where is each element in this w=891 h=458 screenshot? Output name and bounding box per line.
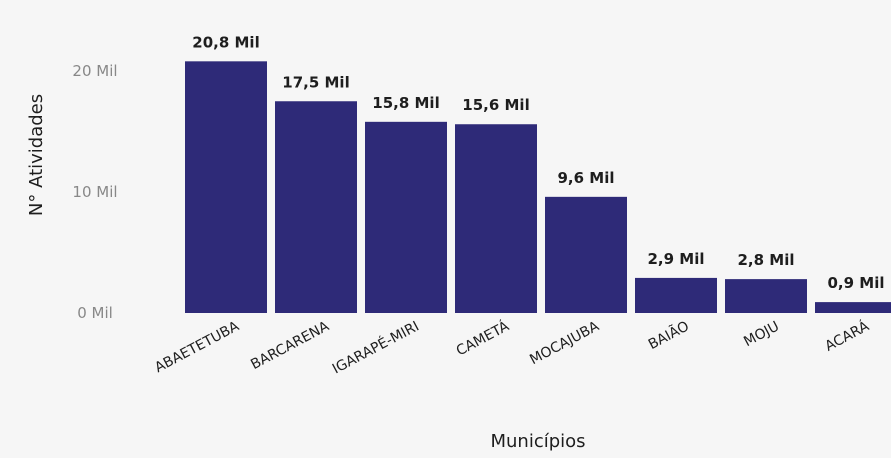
bar[interactable] [185, 61, 267, 313]
bar[interactable] [815, 302, 891, 313]
bar[interactable] [275, 101, 357, 313]
bar[interactable] [635, 277, 717, 313]
data-label: 2,8 Mil [737, 251, 794, 269]
x-axis-title: Municípios [490, 431, 585, 452]
x-tick-label: CAMETÁ [453, 317, 512, 359]
x-tick-label: IGARAPÉ-MIRI [329, 318, 421, 378]
y-axis-title: N° Atividades [26, 94, 47, 216]
x-tick-label: ACARÁ [822, 317, 872, 354]
x-tick-label: BAIÃO [645, 318, 692, 354]
data-labels: 20,8 Mil 17,5 Mil 15,8 Mil 15,6 Mil 9,6 Mil 2… [192, 33, 884, 292]
bar[interactable] [545, 196, 627, 313]
x-tick-label: MOCAJUBA [527, 318, 602, 368]
data-label: 2,9 Mil [647, 250, 704, 268]
y-tick-label: 10 Mil [72, 183, 117, 201]
data-label: 15,6 Mil [462, 96, 529, 114]
y-tick-label: 0 Mil [77, 304, 113, 322]
data-label: 15,8 Mil [372, 94, 439, 112]
data-label: 17,5 Mil [282, 73, 349, 91]
data-label: 9,6 Mil [557, 169, 614, 187]
x-tick-label: MOJU [741, 318, 782, 350]
y-axis: 0 Mil 10 Mil 20 Mil [72, 62, 117, 322]
x-tick-label: BARCARENA [248, 318, 332, 373]
bar[interactable] [725, 279, 807, 313]
data-label: 20,8 Mil [192, 33, 259, 51]
bar[interactable] [455, 124, 537, 314]
y-tick-label: 20 Mil [72, 62, 117, 80]
data-label: 0,9 Mil [827, 274, 884, 292]
bar[interactable] [365, 121, 447, 313]
bars-group [185, 61, 891, 314]
x-tick-label: ABAETETUBA [152, 318, 242, 376]
